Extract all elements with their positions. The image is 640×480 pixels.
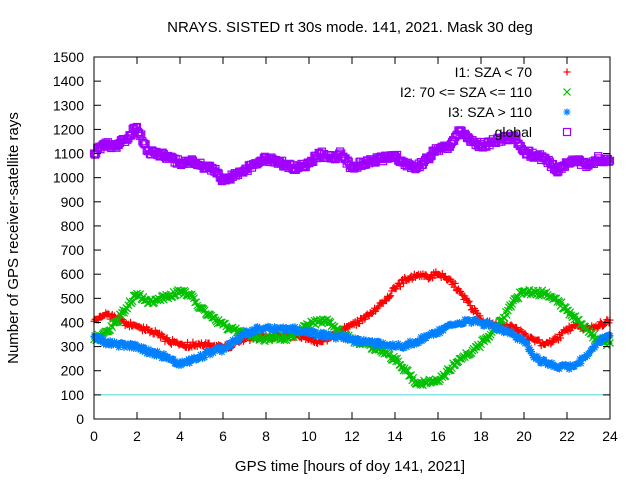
data-point-dense xyxy=(291,323,299,331)
legend: I1: SZA < 70 I2: 70 <= SZA <= 110 I3: SZA … xyxy=(400,64,572,140)
series-3-band xyxy=(90,123,614,186)
legend-label: I2: 70 <= SZA <= 110 xyxy=(400,84,532,100)
x-tick-label: 24 xyxy=(602,428,618,444)
x-tick-label: 2 xyxy=(133,428,141,444)
y-tick-label: 100 xyxy=(61,387,85,403)
x-axis-label: GPS time [hours of doy 141, 2021] xyxy=(235,458,465,475)
data-point-dense xyxy=(517,326,525,334)
data-point-dense xyxy=(142,327,150,335)
x-tick-label: 16 xyxy=(430,428,446,444)
data-point-dense xyxy=(514,294,523,303)
x-tick-label: 10 xyxy=(301,428,317,444)
data-point-dense xyxy=(446,366,455,375)
y-tick-label: 1400 xyxy=(53,73,84,89)
series-layer xyxy=(89,122,615,390)
legend-marker xyxy=(563,108,571,116)
y-tick-label: 500 xyxy=(61,290,85,306)
data-point-dense xyxy=(135,129,144,138)
y-tick-label: 700 xyxy=(61,242,85,258)
legend-marker xyxy=(563,88,571,96)
chart-title: NRAYS. SISTED rt 30s mode. 141, 2021. Ma… xyxy=(167,19,533,36)
y-tick-label: 1300 xyxy=(53,97,84,113)
series-2 xyxy=(90,315,614,373)
data-point-dense xyxy=(548,339,556,347)
data-point-dense xyxy=(486,330,495,339)
data-point-dense xyxy=(550,335,558,343)
data-point-dense xyxy=(201,354,209,362)
data-point-dense xyxy=(557,298,566,307)
data-point-dense xyxy=(603,154,612,164)
y-tick-label: 0 xyxy=(76,411,84,427)
series-2-band xyxy=(91,315,613,373)
legend-label: I3: SZA > 110 xyxy=(448,104,532,120)
y-tick-label: 600 xyxy=(61,266,85,282)
data-point-dense xyxy=(387,292,395,300)
x-tick-label: 22 xyxy=(559,428,575,444)
data-point-dense xyxy=(604,157,614,166)
data-point-dense xyxy=(114,316,123,325)
data-point-dense xyxy=(507,321,515,329)
y-tick-label: 1000 xyxy=(53,170,84,186)
x-tick-label: 0 xyxy=(90,428,98,444)
legend-marker xyxy=(563,68,571,76)
data-point-dense xyxy=(361,315,369,323)
data-point-dense xyxy=(386,293,394,301)
data-point-dense xyxy=(485,332,494,341)
x-tick-label: 4 xyxy=(176,428,184,444)
data-point-dense xyxy=(128,297,137,306)
y-tick-label: 200 xyxy=(61,363,85,379)
data-point-dense xyxy=(482,333,491,342)
x-tick-label: 8 xyxy=(262,428,270,444)
data-point-dense xyxy=(472,343,481,351)
data-point-dense xyxy=(465,297,473,305)
data-point-dense xyxy=(120,308,129,317)
y-tick-label: 1500 xyxy=(53,49,84,65)
data-point-dense xyxy=(522,331,530,339)
data-point-dense xyxy=(132,341,140,349)
x-tick-label: 6 xyxy=(219,428,227,444)
y-tick-label: 900 xyxy=(61,194,85,210)
y-tick-label: 1100 xyxy=(54,146,84,162)
x-tick-label: 12 xyxy=(344,428,360,444)
data-point-dense xyxy=(408,275,416,283)
legend-label: global xyxy=(495,124,532,140)
data-point-dense xyxy=(396,283,404,291)
y-tick-label: 800 xyxy=(61,218,85,234)
data-point-dense xyxy=(594,323,602,331)
data-point-dense xyxy=(185,344,193,352)
data-point-dense xyxy=(605,331,613,339)
data-point-dense xyxy=(476,343,484,352)
data-point-dense xyxy=(187,290,196,299)
data-point-dense xyxy=(593,324,601,332)
data-point-dense xyxy=(574,315,583,324)
data-point-dense xyxy=(356,320,364,328)
x-axis: 0 2 4 6 8 10 12 14 16 18 20 22 24 xyxy=(90,57,618,444)
data-point-dense xyxy=(476,312,484,320)
x-tick-label: 18 xyxy=(473,428,489,444)
data-point-dense xyxy=(405,371,413,380)
data-point-dense xyxy=(529,335,537,343)
x-tick-label: 14 xyxy=(387,428,403,444)
data-point-dense xyxy=(451,279,459,287)
data-point-dense xyxy=(120,318,128,326)
data-point-dense xyxy=(508,300,517,308)
legend-label: I1: SZA < 70 xyxy=(455,64,533,80)
y-axis: 0 100 200 300 400 500 600 700 800 900 1000 1100 1200… xyxy=(53,49,610,427)
x-tick-label: 20 xyxy=(516,428,532,444)
y-tick-label: 300 xyxy=(61,339,85,355)
data-point-dense xyxy=(446,275,454,283)
legend-marker xyxy=(562,127,572,137)
y-tick-label: 400 xyxy=(61,314,85,330)
series-3 xyxy=(89,122,615,186)
y-tick-label: 1200 xyxy=(53,121,84,137)
data-point-dense xyxy=(557,334,565,342)
data-point-dense xyxy=(464,298,472,306)
data-point-dense xyxy=(108,323,117,332)
data-point-dense xyxy=(508,322,516,330)
y-axis-label: Number of GPS receiver-satellite rays xyxy=(5,112,22,364)
data-point-dense xyxy=(442,272,450,280)
